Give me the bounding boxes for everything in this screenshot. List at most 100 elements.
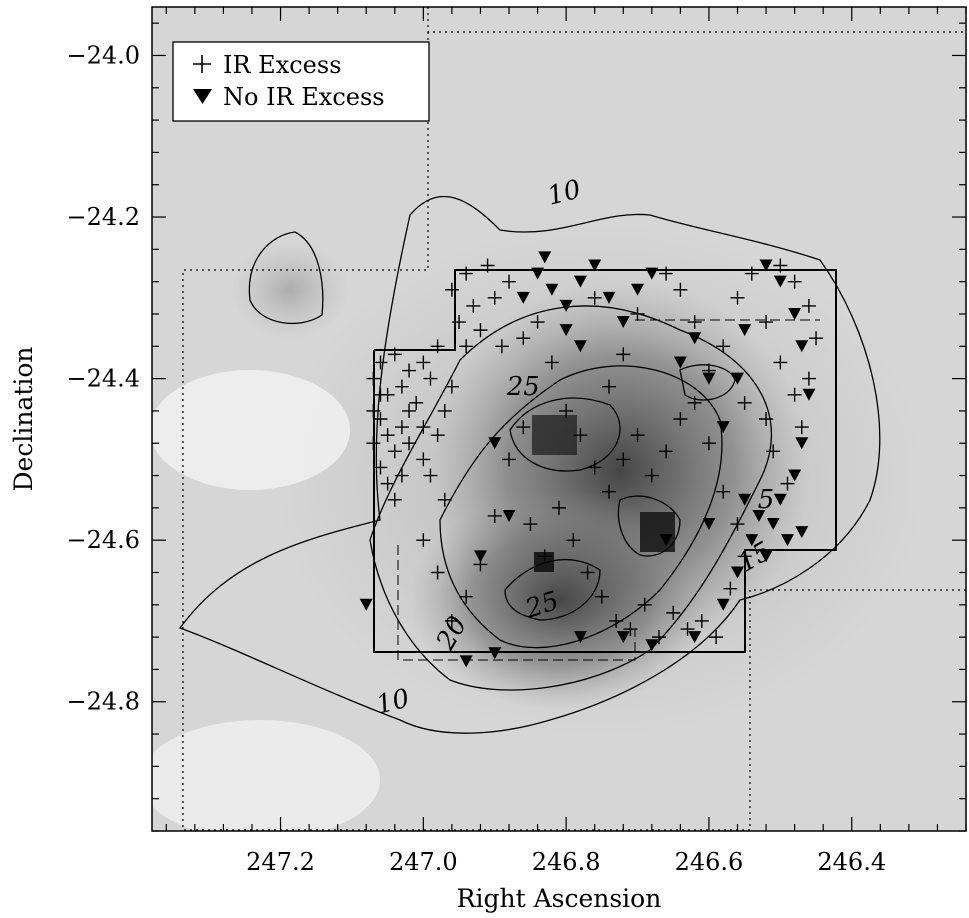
no-ir-excess-point <box>731 566 745 579</box>
ir-excess-point <box>487 508 502 523</box>
ir-excess-point <box>673 412 688 426</box>
ir-excess-point <box>373 460 388 475</box>
no-ir-excess-point <box>531 267 545 280</box>
ir-excess-point <box>566 533 581 548</box>
ir-excess-point <box>430 339 445 354</box>
no-ir-excess-point <box>473 550 487 563</box>
no-ir-excess-point <box>780 534 794 547</box>
no-ir-excess-point <box>588 259 602 272</box>
ir-excess-point <box>787 387 802 402</box>
ir-excess-point <box>402 363 417 378</box>
x-tick-label: 246.6 <box>675 848 744 876</box>
contour-15 <box>369 305 773 691</box>
contour-25-upper <box>509 397 621 472</box>
contour-30-core <box>617 495 681 557</box>
ir-excess-point <box>480 258 495 273</box>
ir-excess-point <box>537 549 552 564</box>
ir-excess-point <box>601 484 616 499</box>
ir-excess-point <box>366 436 381 451</box>
ir-excess-point <box>694 613 709 628</box>
ir-excess-point <box>544 355 559 370</box>
legend-label-no-ir-excess: No IR Excess <box>223 83 385 111</box>
ir-excess-point <box>394 420 409 435</box>
x-axis: 247.2 247.0 246.8 246.6 246.4 <box>165 7 967 876</box>
y-tick-label: −24.8 <box>66 688 140 716</box>
ir-excess-point <box>759 315 774 330</box>
no-ir-excess-point <box>795 340 809 353</box>
ir-excess-point <box>616 452 631 467</box>
no-ir-excess-point <box>788 307 802 320</box>
contour-islet-right <box>679 364 736 401</box>
ir-excess-point <box>373 355 388 370</box>
no-ir-excess-point <box>773 493 787 506</box>
ir-excess-point <box>587 460 602 475</box>
no-ir-excess-point <box>745 534 759 547</box>
x-tick-label: 246.4 <box>817 848 886 876</box>
contour-10-main <box>178 195 881 734</box>
ir-excess-point <box>444 282 459 297</box>
ir-excess-point <box>687 395 702 410</box>
ir-excess-point <box>737 395 752 410</box>
ir-excess-point <box>516 331 531 346</box>
ir-excess-point <box>687 315 702 330</box>
ir-excess-point <box>809 331 824 346</box>
no-ir-excess-point <box>538 251 552 264</box>
no-ir-excess-point <box>573 631 587 644</box>
ir-excess-point <box>387 347 402 362</box>
no-ir-excess-point <box>731 372 745 385</box>
ir-excess-point <box>494 339 509 354</box>
ir-excess-point <box>787 274 802 289</box>
legend-label-ir-excess: IR Excess <box>223 51 342 79</box>
ir-excess-point <box>387 492 402 507</box>
ir-excess-point <box>737 549 752 564</box>
plot-frame <box>151 6 967 832</box>
ir-excess-point <box>394 379 409 394</box>
y-tick-label: −24.6 <box>66 526 140 554</box>
ir-excess-point <box>402 403 417 418</box>
ir-excess-point <box>801 371 816 386</box>
ir-excess-point <box>580 565 595 580</box>
ir-excess-point <box>766 444 781 459</box>
no-ir-excess-point <box>802 388 816 401</box>
ir-excess-point <box>773 258 788 273</box>
ir-excess-point <box>487 290 502 305</box>
ir-excess-point <box>666 605 681 620</box>
no-ir-excess-point <box>659 534 673 547</box>
no-ir-excess-point <box>752 509 766 522</box>
ir-excess-point <box>430 565 445 580</box>
ir-excess-point <box>373 387 388 402</box>
no-ir-excess-point <box>716 598 730 611</box>
no-ir-excess-point <box>502 509 516 522</box>
ir-excess-point <box>594 589 609 604</box>
y-axis-title: Declination <box>9 346 38 491</box>
no-ir-excess-point <box>545 283 559 296</box>
ir-excess-point <box>366 403 381 418</box>
ir-excess-point <box>609 613 624 628</box>
ir-excess-point <box>516 420 531 435</box>
no-ir-excess-point <box>359 598 373 611</box>
no-ir-excess-point <box>459 655 473 668</box>
ir-excess-point <box>466 298 481 313</box>
ir-excess-point <box>437 403 452 418</box>
ir-excess-point <box>616 347 631 362</box>
no-ir-excess-point <box>773 275 787 288</box>
no-ir-excess-point <box>788 469 802 482</box>
no-ir-excess-point <box>795 526 809 539</box>
ir-excess-point <box>651 630 666 645</box>
no-ir-excess-point <box>673 356 687 369</box>
ir-excess-point <box>559 403 574 418</box>
ir-excess-point <box>801 298 816 313</box>
ir-excess-point <box>730 517 745 532</box>
ir-excess-point <box>437 492 452 507</box>
x-axis-title: Right Ascension <box>457 884 662 913</box>
ir-excess-point <box>409 395 424 410</box>
ir-excess-point <box>630 428 645 443</box>
ir-excess-point <box>444 613 459 628</box>
ir-excess-point <box>709 630 724 645</box>
ir-excess-point <box>423 371 438 386</box>
ir-excess-point <box>587 290 602 305</box>
no-ir-excess-point <box>616 316 630 329</box>
no-ir-excess-point <box>559 299 573 312</box>
ir-excess-point <box>473 323 488 338</box>
